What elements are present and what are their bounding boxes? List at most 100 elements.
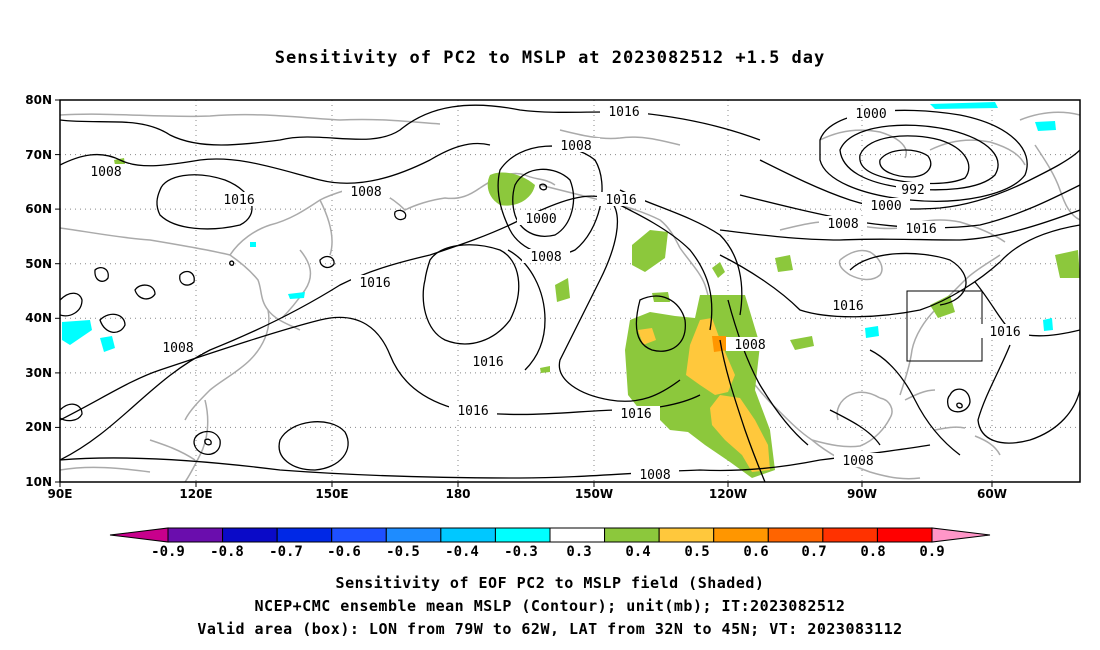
shade-cyan <box>930 102 998 109</box>
svg-text:1016: 1016 <box>989 325 1020 340</box>
shade-green <box>1055 250 1080 278</box>
contour-label: 1016 <box>215 192 263 208</box>
contour-label: 1008 <box>726 337 774 353</box>
contour-label: 1008 <box>819 216 867 232</box>
caption-line-3: Valid area (box): LON from 79W to 62W, L… <box>197 620 903 638</box>
contour-label: 1016 <box>597 192 645 208</box>
svg-text:1008: 1008 <box>90 165 121 180</box>
shade-cyan <box>288 292 305 299</box>
colorbar-cell <box>222 527 278 543</box>
colorbar-label: -0.6 <box>327 544 361 560</box>
shade-green <box>555 278 570 302</box>
colorbar-cell <box>767 527 824 543</box>
svg-text:1000: 1000 <box>525 212 556 227</box>
svg-text:1016: 1016 <box>223 193 254 208</box>
lon-label: 150E <box>315 487 348 501</box>
lon-label: 90E <box>48 487 73 501</box>
caption-line-2: NCEP+CMC ensemble mean MSLP (Contour); u… <box>254 597 846 615</box>
lon-label: 90W <box>847 487 877 501</box>
colorbar-cell <box>713 527 769 543</box>
contour-label: 1000 <box>847 106 895 122</box>
svg-text:1016: 1016 <box>608 105 639 120</box>
contour-label: 1008 <box>631 467 679 483</box>
svg-text:1016: 1016 <box>605 193 636 208</box>
colorbar-labels: -0.9 -0.8 -0.7 -0.6 -0.5 -0.4 -0.3 0.3 0… <box>151 544 945 560</box>
lat-label: 70N <box>25 148 52 162</box>
contour-label: 1016 <box>981 324 1029 340</box>
colorbar-label: -0.5 <box>386 544 420 560</box>
svg-text:992: 992 <box>901 183 924 198</box>
contour-label: 1016 <box>824 298 872 314</box>
contour-label: 1016 <box>612 406 660 422</box>
svg-text:1016: 1016 <box>457 404 488 419</box>
lon-label: 120E <box>179 487 212 501</box>
lat-label: 30N <box>25 366 52 380</box>
colorbar-label: -0.8 <box>210 544 244 560</box>
svg-text:1016: 1016 <box>832 299 863 314</box>
shade-green <box>712 262 725 278</box>
colorbar-label: 0.6 <box>743 544 768 560</box>
colorbar-cell <box>822 527 878 543</box>
lat-label: 10N <box>25 475 52 489</box>
longitude-labels: 90E 120E 150E 180 150W 120W 90W 60W <box>48 487 1007 501</box>
contour-label: 1016 <box>351 275 399 291</box>
shade-cyan <box>250 242 256 247</box>
lat-label: 40N <box>25 311 52 325</box>
colorbar-label: -0.4 <box>445 544 479 560</box>
colorbar-cell <box>167 527 224 543</box>
svg-text:1008: 1008 <box>162 341 193 356</box>
svg-text:1016: 1016 <box>472 355 503 370</box>
colorbar-tail-high <box>931 527 991 543</box>
contour-labels: 1016 1008 1000 1008 1016 1008 1016 1000 … <box>82 104 1029 483</box>
contour-label: 1008 <box>522 249 570 265</box>
lat-label: 20N <box>25 420 52 434</box>
shade-green <box>114 158 125 165</box>
lon-label: 150W <box>575 487 613 501</box>
colorbar-label: -0.9 <box>151 544 185 560</box>
svg-text:1016: 1016 <box>905 222 936 237</box>
shade-orange <box>712 336 728 352</box>
shade-cyan <box>1043 318 1053 331</box>
svg-text:1016: 1016 <box>620 407 651 422</box>
shade-yellow <box>638 328 656 345</box>
shade-green <box>930 295 955 318</box>
contour-label: 1016 <box>897 221 945 237</box>
contour-label: 1008 <box>82 164 130 180</box>
colorbar-label: 0.3 <box>566 544 591 560</box>
colorbar-cells <box>167 527 933 543</box>
svg-text:1008: 1008 <box>827 217 858 232</box>
colorbar-label: 0.5 <box>684 544 709 560</box>
colorbar-tail-low <box>109 527 169 543</box>
colorbar-cell <box>385 527 442 543</box>
colorbar-label: -0.7 <box>269 544 303 560</box>
contour-label: 1008 <box>342 184 390 200</box>
coastlines <box>60 111 1080 482</box>
svg-text:1000: 1000 <box>870 199 901 214</box>
map-title: Sensitivity of PC2 to MSLP at 2023082512… <box>274 48 826 68</box>
contour-label: 1016 <box>464 354 512 370</box>
shade-cyan <box>1035 121 1056 131</box>
lon-label: 60W <box>977 487 1007 501</box>
svg-text:1008: 1008 <box>350 185 381 200</box>
lat-label: 80N <box>25 93 52 107</box>
contour-label: 992 <box>896 182 930 198</box>
colorbar-label: 0.4 <box>625 544 650 560</box>
contour-label: 1000 <box>862 198 910 214</box>
svg-text:1000: 1000 <box>855 107 886 122</box>
svg-text:1008: 1008 <box>560 139 591 154</box>
colorbar-label: -0.3 <box>504 544 538 560</box>
svg-text:1016: 1016 <box>359 276 390 291</box>
shade-cyan <box>100 336 115 352</box>
shade-yellow <box>710 395 770 472</box>
colorbar-label: 0.8 <box>860 544 885 560</box>
shade-yellow <box>686 318 735 395</box>
contour-label: 1008 <box>552 138 600 154</box>
latitude-labels: 80N 70N 60N 50N 40N 30N 20N 10N <box>25 93 52 489</box>
contour-label: 1016 <box>600 104 648 120</box>
lat-label: 50N <box>25 257 52 271</box>
gridlines <box>60 100 1080 482</box>
colorbar-cell <box>276 527 333 543</box>
shade-green <box>775 255 793 272</box>
shade-cyan <box>865 326 879 338</box>
